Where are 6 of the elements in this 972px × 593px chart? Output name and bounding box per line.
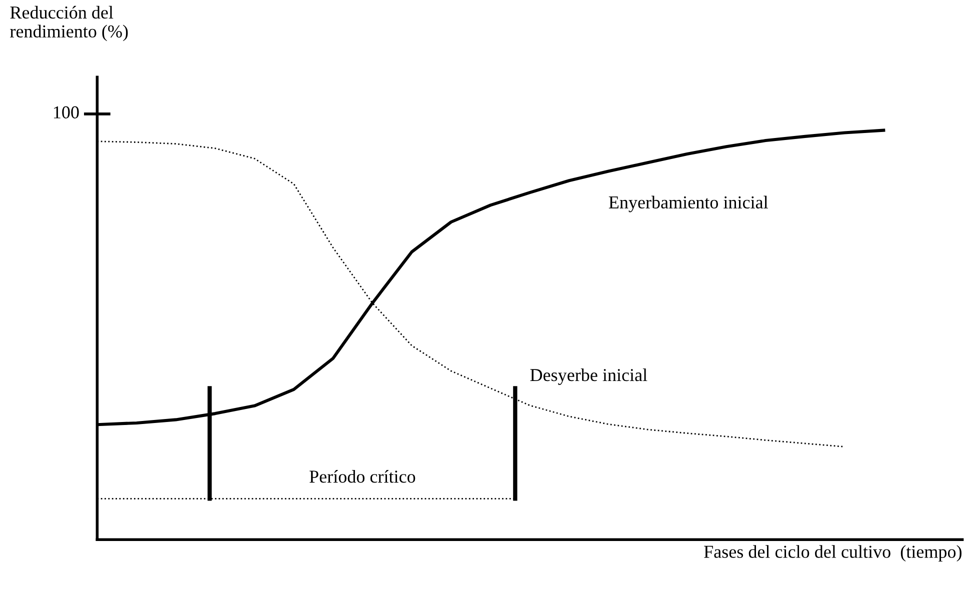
text: 100 <box>54 106 79 118</box>
x-axis-title: Fases del ciclo del cultivo (tiempo) <box>704 545 962 562</box>
y-axis-title: Reducción del rendimiento (%) <box>10 6 128 42</box>
series-label: Enyerbamiento inicial <box>608 196 768 212</box>
series-label: Desyerbe inicial <box>530 368 648 385</box>
annotation: Período crítico <box>310 470 416 483</box>
